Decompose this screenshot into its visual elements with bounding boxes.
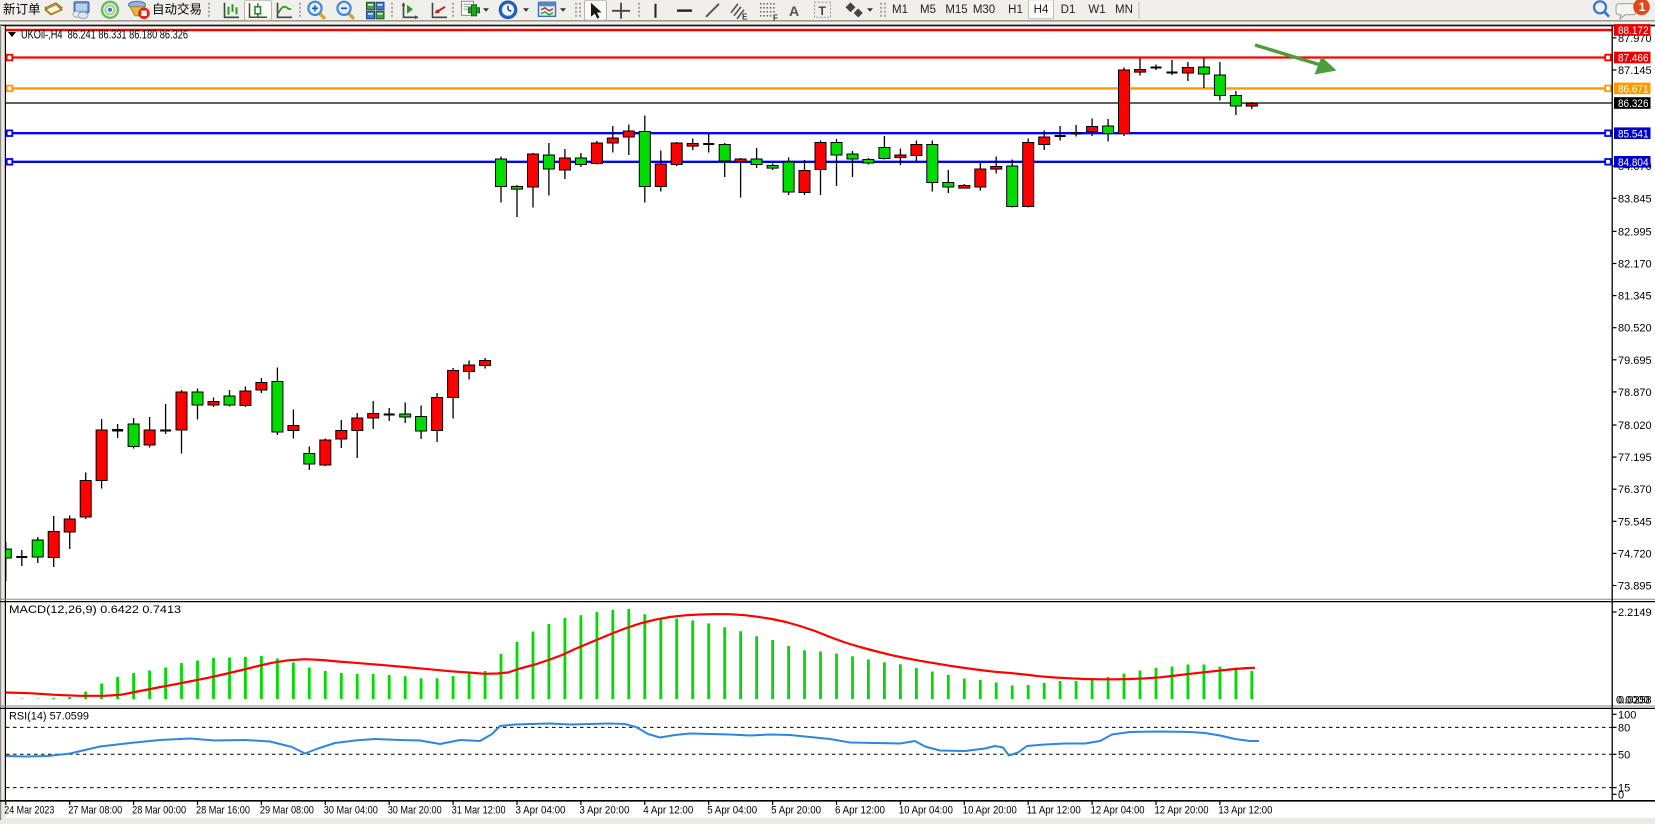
svg-text:28 Mar 16:00: 28 Mar 16:00 [196, 805, 250, 817]
svg-text:H4: H4 [1034, 4, 1049, 16]
svg-text:12 Apr 04:00: 12 Apr 04:00 [1091, 805, 1145, 817]
svg-text:74.720: 74.720 [1618, 548, 1652, 560]
svg-text:13 Apr 12:00: 13 Apr 12:00 [1218, 805, 1272, 817]
svg-text:M5: M5 [920, 4, 936, 16]
svg-text:82.170: 82.170 [1618, 259, 1652, 271]
svg-text:M15: M15 [945, 4, 967, 16]
svg-text:5 Apr 04:00: 5 Apr 04:00 [707, 805, 757, 817]
svg-text:87.466: 87.466 [1618, 53, 1649, 65]
svg-text:79.695: 79.695 [1618, 355, 1652, 367]
svg-text:新订单: 新订单 [3, 1, 41, 16]
svg-text:4 Apr 12:00: 4 Apr 12:00 [643, 805, 693, 817]
svg-text:0.0258: 0.0258 [1618, 695, 1652, 707]
svg-text:86.671: 86.671 [1618, 84, 1649, 96]
svg-text:T: T [819, 4, 827, 18]
svg-text:80: 80 [1618, 722, 1630, 734]
svg-text:30 Mar 20:00: 30 Mar 20:00 [388, 805, 442, 817]
svg-text:78.870: 78.870 [1618, 387, 1652, 399]
svg-text:3 Apr 20:00: 3 Apr 20:00 [579, 805, 629, 817]
svg-text:E: E [742, 12, 748, 21]
svg-text:24 Mar 2023: 24 Mar 2023 [4, 805, 54, 817]
svg-text:28 Mar 00:00: 28 Mar 00:00 [132, 805, 186, 817]
svg-text:MN: MN [1115, 4, 1133, 16]
svg-text:RSI(14) 57.0599: RSI(14) 57.0599 [9, 711, 89, 723]
svg-text:11 Apr 12:00: 11 Apr 12:00 [1027, 805, 1081, 817]
svg-text:77.195: 77.195 [1618, 452, 1652, 464]
svg-text:5 Apr 20:00: 5 Apr 20:00 [771, 805, 821, 817]
svg-text:0.0000: 0.0000 [1616, 695, 1650, 707]
svg-text:82.995: 82.995 [1618, 226, 1652, 238]
svg-text:W1: W1 [1088, 4, 1105, 16]
svg-text:83.845: 83.845 [1618, 193, 1652, 205]
svg-text:12 Apr 20:00: 12 Apr 20:00 [1155, 805, 1209, 817]
svg-text:75.545: 75.545 [1618, 516, 1652, 528]
svg-text:A: A [789, 3, 799, 19]
svg-text:F: F [773, 13, 778, 22]
svg-text:10 Apr 20:00: 10 Apr 20:00 [963, 805, 1017, 817]
svg-text:81.345: 81.345 [1618, 291, 1652, 303]
svg-text:H1: H1 [1008, 4, 1023, 16]
svg-text:自动交易: 自动交易 [152, 1, 202, 16]
svg-text:78.020: 78.020 [1618, 420, 1652, 432]
svg-text:30 Mar 04:00: 30 Mar 04:00 [324, 805, 378, 817]
svg-text:1: 1 [1639, 0, 1646, 14]
svg-text:UKOil-,H4 86.241 86.331 86.18: UKOil-,H4 86.241 86.331 86.180 86.326 [21, 30, 188, 42]
svg-text:85.541: 85.541 [1618, 128, 1649, 140]
svg-text:84.804: 84.804 [1618, 157, 1649, 169]
svg-text:87.145: 87.145 [1618, 65, 1652, 77]
svg-text:0: 0 [1618, 789, 1624, 801]
svg-text:76.370: 76.370 [1618, 484, 1652, 496]
svg-text:M30: M30 [973, 4, 995, 16]
svg-text:15: 15 [1618, 783, 1630, 795]
svg-text:86.326: 86.326 [1618, 98, 1649, 110]
svg-text:D1: D1 [1061, 4, 1076, 16]
svg-text:MACD(12,26,9) 0.6422 0.7413: MACD(12,26,9) 0.6422 0.7413 [9, 604, 181, 616]
svg-text:29 Mar 08:00: 29 Mar 08:00 [260, 805, 314, 817]
svg-text:2.2149: 2.2149 [1618, 607, 1652, 619]
svg-text:M1: M1 [892, 4, 908, 16]
svg-text:10 Apr 04:00: 10 Apr 04:00 [899, 805, 953, 817]
svg-text:50: 50 [1618, 749, 1630, 761]
svg-text:27 Mar 08:00: 27 Mar 08:00 [68, 805, 122, 817]
svg-text:3 Apr 04:00: 3 Apr 04:00 [516, 805, 566, 817]
svg-text:73.895: 73.895 [1618, 581, 1652, 593]
svg-text:87.970: 87.970 [1618, 33, 1652, 45]
svg-text:100: 100 [1618, 709, 1636, 721]
svg-text:88.172: 88.172 [1618, 25, 1649, 37]
svg-text:6 Apr 12:00: 6 Apr 12:00 [835, 805, 885, 817]
svg-text:80.520: 80.520 [1618, 323, 1652, 335]
svg-text:31 Mar 12:00: 31 Mar 12:00 [452, 805, 506, 817]
